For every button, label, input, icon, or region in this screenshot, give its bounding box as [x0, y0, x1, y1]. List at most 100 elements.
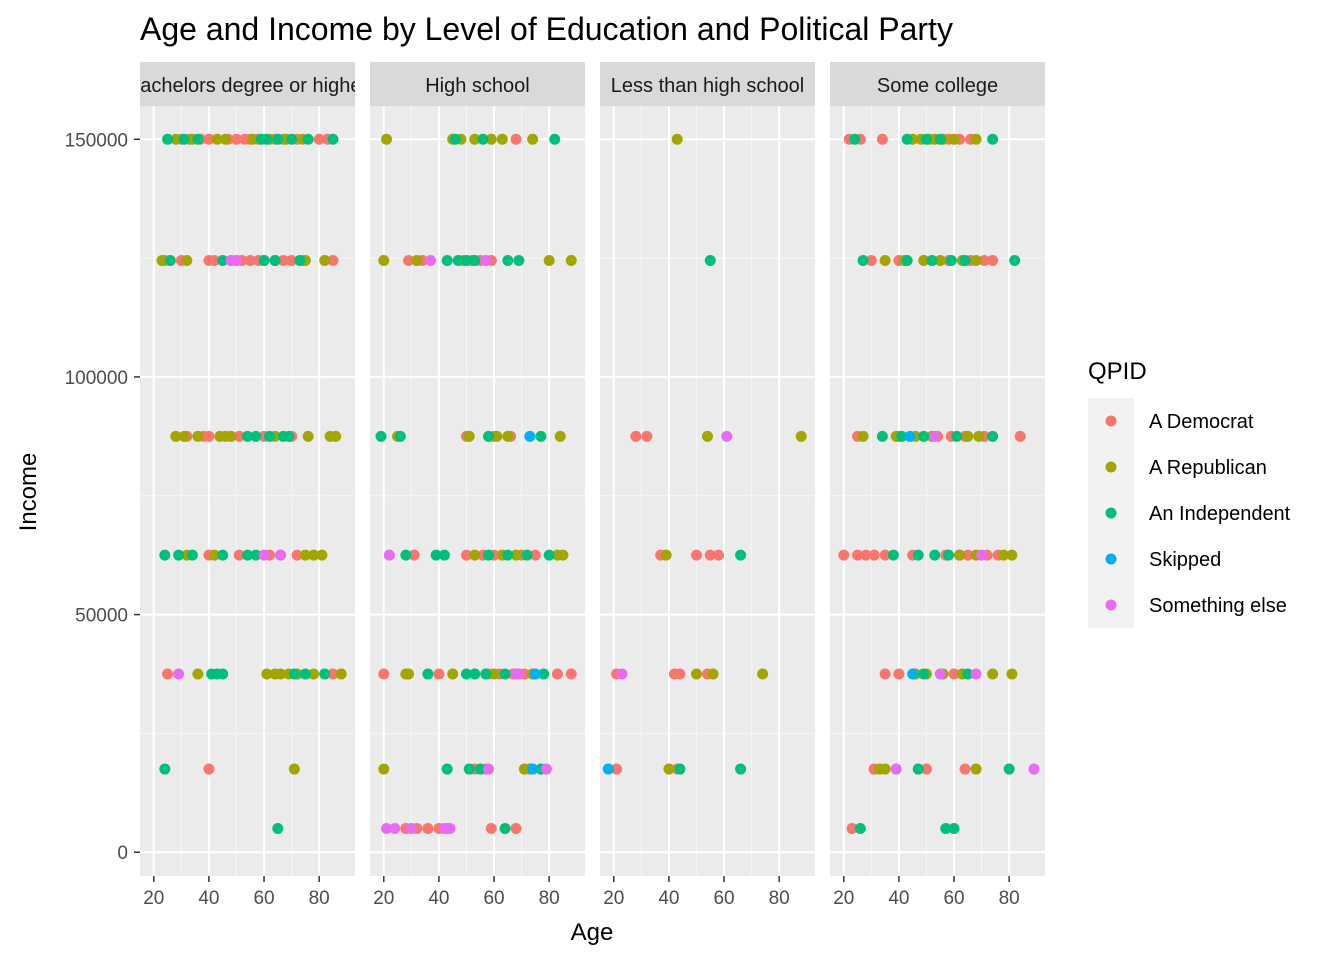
data-point	[660, 549, 672, 561]
facet-strip	[830, 62, 1045, 106]
data-point	[860, 549, 872, 561]
data-point	[286, 254, 298, 266]
data-point	[838, 549, 850, 561]
data-point	[857, 430, 869, 442]
data-point	[849, 133, 861, 145]
data-point	[488, 668, 500, 680]
data-point	[483, 549, 495, 561]
data-point	[203, 430, 215, 442]
data-point	[330, 430, 342, 442]
data-point	[998, 549, 1010, 561]
data-point	[674, 763, 686, 775]
data-point	[896, 430, 908, 442]
data-point	[987, 668, 999, 680]
data-point	[244, 254, 256, 266]
data-point	[327, 668, 339, 680]
data-point	[707, 668, 719, 680]
data-point	[868, 549, 880, 561]
data-point	[308, 549, 320, 561]
data-point	[1006, 549, 1018, 561]
data-point	[425, 254, 437, 266]
data-point	[319, 668, 331, 680]
data-point	[233, 430, 245, 442]
data-point	[449, 133, 461, 145]
data-point	[854, 822, 866, 834]
x-tick-label: 60	[253, 888, 274, 909]
data-point	[926, 254, 938, 266]
data-point	[529, 549, 541, 561]
data-point	[945, 254, 957, 266]
legend-key	[1105, 553, 1117, 565]
data-point	[973, 430, 985, 442]
data-point	[258, 254, 270, 266]
data-point	[543, 549, 555, 561]
data-point	[178, 133, 190, 145]
data-point	[186, 549, 198, 561]
data-point	[757, 668, 769, 680]
y-tick-label: 0	[117, 843, 128, 864]
data-point	[970, 668, 982, 680]
data-point	[912, 763, 924, 775]
legend-label: An Independent	[1149, 503, 1291, 525]
data-point	[846, 822, 858, 834]
data-point	[327, 254, 339, 266]
data-point	[987, 430, 999, 442]
data-point	[302, 133, 314, 145]
x-tick-label: 20	[833, 888, 854, 909]
data-point	[951, 430, 963, 442]
data-point	[302, 430, 314, 442]
data-point	[502, 549, 514, 561]
data-point	[540, 763, 552, 775]
data-point	[460, 549, 472, 561]
data-point	[164, 254, 176, 266]
legend: QPID A Democrat A Republican An Independen…	[1088, 358, 1291, 628]
data-point	[477, 133, 489, 145]
data-point	[959, 254, 971, 266]
data-point	[447, 668, 459, 680]
data-point	[502, 430, 514, 442]
data-point	[162, 668, 174, 680]
facet-strip	[600, 62, 815, 106]
data-point	[887, 549, 899, 561]
data-point	[521, 549, 533, 561]
data-point	[527, 133, 539, 145]
data-point	[403, 668, 415, 680]
data-point	[469, 133, 481, 145]
data-point	[208, 254, 220, 266]
data-point	[230, 254, 242, 266]
data-point	[217, 549, 229, 561]
data-point	[483, 763, 495, 775]
x-tick-label: 80	[769, 888, 790, 909]
data-point	[192, 430, 204, 442]
data-point	[441, 254, 453, 266]
data-point	[381, 133, 393, 145]
data-point	[970, 133, 982, 145]
data-point	[929, 430, 941, 442]
data-point	[1003, 763, 1015, 775]
x-tick-label: 60	[483, 888, 504, 909]
data-point	[934, 133, 946, 145]
data-point	[987, 254, 999, 266]
x-tick-label: 20	[603, 888, 624, 909]
y-axis-label: Income	[15, 453, 42, 532]
data-point	[286, 133, 298, 145]
data-point	[250, 430, 262, 442]
data-point	[565, 668, 577, 680]
data-point	[912, 549, 924, 561]
data-point	[469, 668, 481, 680]
data-point	[663, 763, 675, 775]
data-point	[463, 763, 475, 775]
data-point	[474, 763, 486, 775]
facet-strip-label: Less than high school	[611, 75, 804, 97]
data-point	[970, 763, 982, 775]
legend-label: Something else	[1149, 595, 1287, 617]
data-point	[430, 549, 442, 561]
facet-panel: Less than high school 20 40 60 80	[600, 62, 815, 909]
data-point	[375, 430, 387, 442]
data-point	[970, 254, 982, 266]
data-point	[480, 254, 492, 266]
data-point	[411, 254, 423, 266]
data-point	[313, 133, 325, 145]
